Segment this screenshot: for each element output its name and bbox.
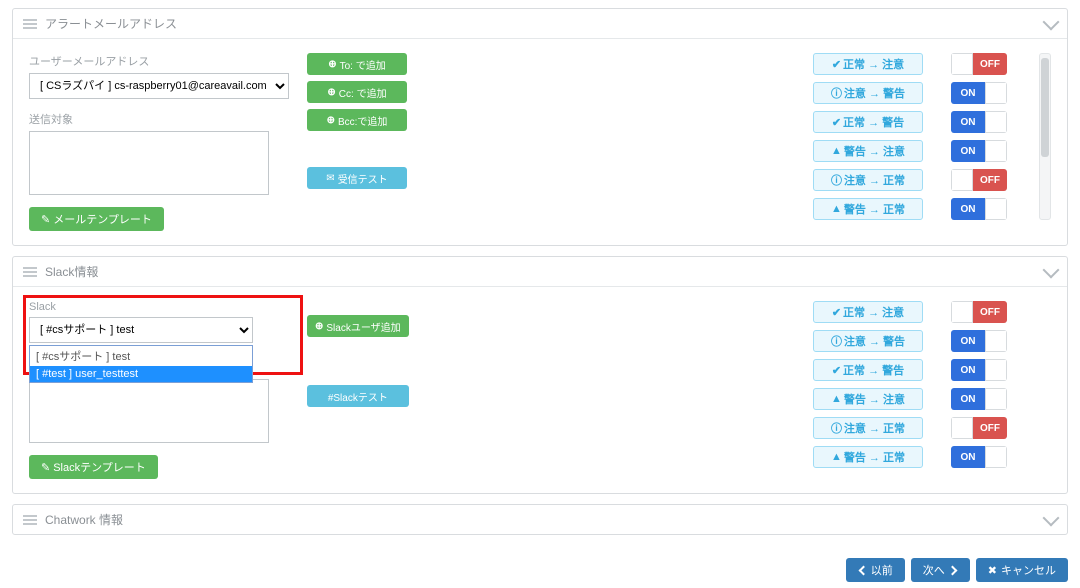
status-chip[interactable]: ✔正常 → 警告: [813, 111, 923, 133]
warn-icon: ▲: [831, 203, 842, 215]
drag-icon[interactable]: [23, 515, 37, 525]
mail-template-button[interactable]: ✎ メールテンプレート: [29, 207, 164, 231]
next-button[interactable]: 次へ: [911, 558, 970, 582]
status-chip[interactable]: ⓘ注意 → 正常: [813, 169, 923, 191]
toggle[interactable]: OFF: [951, 301, 1007, 323]
status-chip[interactable]: ▲警告 → 注意: [813, 140, 923, 162]
status-chip[interactable]: ⓘ注意 → 警告: [813, 82, 923, 104]
slack-form: Slack [ #csサポート ] test [ #csサポート ] test …: [29, 301, 289, 479]
panel-title: Chatwork 情報: [45, 511, 123, 528]
status-chip[interactable]: ⓘ注意 → 正常: [813, 417, 923, 439]
toggle[interactable]: ON: [951, 359, 1007, 381]
toggle[interactable]: ON: [951, 82, 1007, 104]
panel-slack: Slack情報 Slack [ #csサポート ] test [ #csサポート…: [12, 256, 1068, 494]
toggle[interactable]: OFF: [951, 169, 1007, 191]
info-icon: ⓘ: [831, 333, 842, 349]
slack-targets-textarea[interactable]: [29, 379, 269, 443]
status-chip[interactable]: ▲警告 → 注意: [813, 388, 923, 410]
toggle[interactable]: ON: [951, 111, 1007, 133]
plus-icon: ⊕: [327, 87, 335, 98]
toggle[interactable]: ON: [951, 330, 1007, 352]
status-chip[interactable]: ✔正常 → 注意: [813, 53, 923, 75]
user-email-label: ユーザーメールアドレス: [29, 53, 289, 69]
panel-header[interactable]: Chatwork 情報: [13, 505, 1067, 534]
panel-chatwork: Chatwork 情報: [12, 504, 1068, 535]
ok-icon: ✔: [832, 58, 841, 71]
slack-add-user-button[interactable]: ⊕Slackユーザ追加: [307, 315, 409, 337]
plus-icon: ⊕: [327, 115, 335, 126]
warn-icon: ▲: [831, 393, 842, 405]
panel-title: Slack情報: [45, 263, 98, 280]
warn-icon: ▲: [831, 145, 842, 157]
panel-alert-mail: アラートメールアドレス ユーザーメールアドレス [ CSラズパイ ] cs-ra…: [12, 8, 1068, 246]
add-bcc-button[interactable]: ⊕Bcc:で追加: [307, 109, 407, 131]
status-chip[interactable]: ▲警告 → 正常: [813, 446, 923, 468]
send-target-label: 送信対象: [29, 111, 289, 127]
toggle[interactable]: OFF: [951, 417, 1007, 439]
status-chip[interactable]: ⓘ注意 → 警告: [813, 330, 923, 352]
toggle[interactable]: OFF: [951, 53, 1007, 75]
recv-test-button[interactable]: ✉受信テスト: [307, 167, 407, 189]
info-icon: ⓘ: [831, 420, 842, 436]
plus-icon: ⊕: [315, 321, 323, 332]
chevron-right-icon: [947, 565, 957, 575]
status-chip[interactable]: ▲警告 → 正常: [813, 198, 923, 220]
alert-status-block: ✔正常 → 注意 ⓘ注意 → 警告 ✔正常 → 警告 ▲警告 → 注意 ⓘ注意 …: [813, 53, 1051, 220]
warn-icon: ▲: [831, 451, 842, 463]
plus-icon: ⊕: [328, 59, 336, 70]
wizard-footer: 以前 次へ ✖キャンセル: [846, 558, 1068, 582]
slack-actions: ⊕Slackユーザ追加 #Slackテスト: [307, 301, 409, 407]
slack-template-label: Slackテンプレート: [53, 459, 146, 475]
drag-icon[interactable]: [23, 19, 37, 29]
edit-icon: ✎: [41, 213, 50, 226]
panel-header[interactable]: アラートメールアドレス: [13, 9, 1067, 39]
panel-header[interactable]: Slack情報: [13, 257, 1067, 287]
toggle[interactable]: ON: [951, 388, 1007, 410]
alert-actions: ⊕To: で追加 ⊕Cc: で追加 ⊕Bcc:で追加 ✉受信テスト: [307, 53, 407, 189]
send-target-textarea[interactable]: [29, 131, 269, 195]
chevron-down-icon[interactable]: [1043, 13, 1060, 30]
slack-select-dropdown[interactable]: [ #csサポート ] test [ #test ] user_testtest: [29, 345, 253, 383]
slack-select[interactable]: [ #csサポート ] test: [29, 317, 253, 343]
slack-option-selected[interactable]: [ #test ] user_testtest: [30, 366, 252, 382]
chevron-left-icon: [858, 565, 868, 575]
ok-icon: ✔: [832, 116, 841, 129]
alert-form: ユーザーメールアドレス [ CSラズパイ ] cs-raspberry01@ca…: [29, 53, 289, 231]
close-icon: ✖: [988, 564, 997, 577]
prev-button[interactable]: 以前: [846, 558, 905, 582]
add-cc-button[interactable]: ⊕Cc: で追加: [307, 81, 407, 103]
drag-icon[interactable]: [23, 267, 37, 277]
toggle[interactable]: ON: [951, 198, 1007, 220]
scrollbar[interactable]: [1039, 53, 1051, 220]
add-to-button[interactable]: ⊕To: で追加: [307, 53, 407, 75]
slack-option[interactable]: [ #csサポート ] test: [30, 346, 252, 366]
user-email-select[interactable]: [ CSラズパイ ] cs-raspberry01@careavail.com: [29, 73, 289, 99]
edit-icon: ✎: [41, 461, 50, 474]
status-chip[interactable]: ✔正常 → 注意: [813, 301, 923, 323]
ok-icon: ✔: [832, 364, 841, 377]
info-icon: ⓘ: [831, 172, 842, 188]
status-chip[interactable]: ✔正常 → 警告: [813, 359, 923, 381]
slack-test-button[interactable]: #Slackテスト: [307, 385, 409, 407]
cancel-button[interactable]: ✖キャンセル: [976, 558, 1068, 582]
chevron-down-icon[interactable]: [1043, 261, 1060, 278]
panel-title: アラートメールアドレス: [45, 15, 177, 32]
slack-label: Slack: [29, 301, 289, 313]
toggle[interactable]: ON: [951, 140, 1007, 162]
toggle[interactable]: ON: [951, 446, 1007, 468]
info-icon: ⓘ: [831, 85, 842, 101]
chevron-down-icon[interactable]: [1043, 509, 1060, 526]
slack-status-block: ✔正常 → 注意 ⓘ注意 → 警告 ✔正常 → 警告 ▲警告 → 注意 ⓘ注意 …: [813, 301, 1051, 468]
mail-template-label: メールテンプレート: [53, 211, 152, 227]
mail-icon: ✉: [326, 173, 334, 184]
slack-template-button[interactable]: ✎ Slackテンプレート: [29, 455, 158, 479]
ok-icon: ✔: [832, 306, 841, 319]
